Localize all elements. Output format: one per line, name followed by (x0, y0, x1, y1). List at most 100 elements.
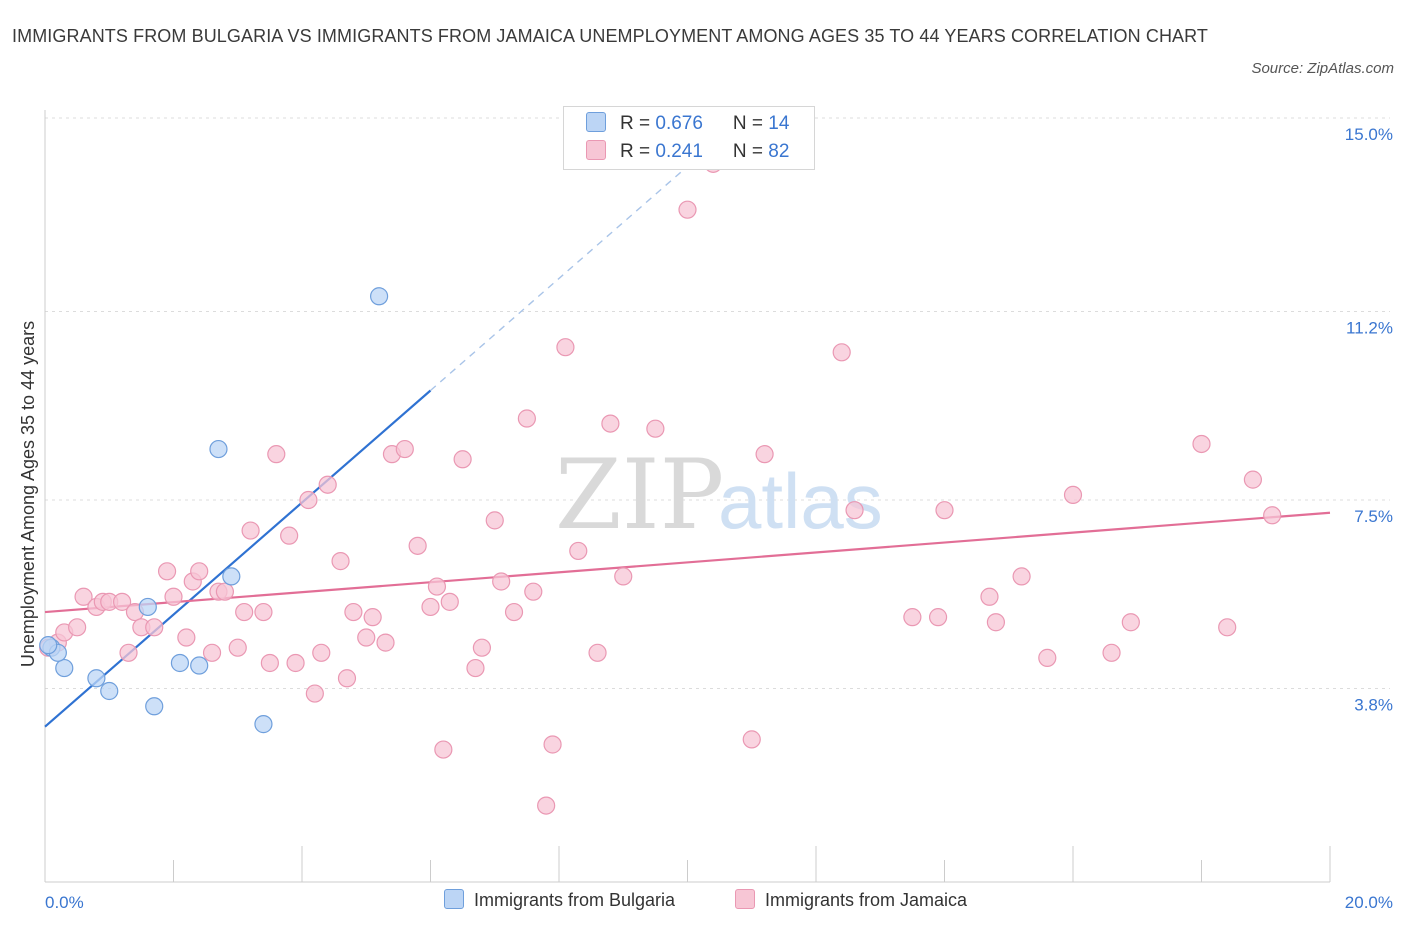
data-point-jamaica (537, 796, 556, 815)
legend: R = 0.676 N = 14 R = 0.241 N = 82 (563, 106, 815, 170)
data-point-jamaica (254, 602, 273, 622)
data-point-jamaica (980, 587, 999, 606)
x-tick-label: 0.0% (45, 893, 84, 912)
legend-row-bulgaria: R = 0.676 N = 14 (586, 112, 789, 136)
data-point-jamaica (569, 541, 588, 561)
data-point-bulgaria (254, 715, 273, 734)
grid-lines (45, 117, 1390, 689)
data-point-jamaica (1263, 506, 1282, 525)
data-point-bulgaria (209, 439, 228, 459)
bulgaria-swatch-icon (586, 112, 606, 132)
legend-n-value: 82 (768, 141, 790, 162)
jamaica-swatch-icon (586, 140, 606, 160)
data-point-jamaica (202, 643, 222, 662)
watermark-zip: ZIP (555, 439, 724, 551)
data-point-jamaica (1063, 485, 1083, 505)
bottom-legend-label: Immigrants from Jamaica (765, 890, 968, 910)
data-point-bulgaria (190, 656, 209, 675)
data-point-jamaica (267, 445, 286, 464)
data-point-jamaica (228, 638, 247, 657)
data-point-jamaica (453, 450, 472, 469)
data-point-bulgaria (39, 636, 58, 655)
legend-n-value: 14 (768, 113, 790, 134)
data-point-jamaica (485, 511, 504, 530)
data-point-bulgaria (222, 567, 241, 586)
legend-row-jamaica: R = 0.241 N = 82 (586, 140, 789, 164)
data-point-jamaica (601, 414, 620, 433)
legend-r-label: R = (620, 113, 656, 134)
data-point-jamaica (434, 740, 453, 759)
legend-n-label: N = (732, 141, 769, 162)
data-point-bulgaria (170, 653, 190, 673)
data-point-jamaica (1038, 648, 1057, 667)
y-tick-label: 15.0% (1345, 125, 1393, 144)
data-point-jamaica (504, 602, 524, 622)
data-point-jamaica (986, 613, 1006, 632)
data-point-jamaica (68, 618, 87, 637)
data-point-jamaica (145, 618, 164, 637)
bottom-legend-jamaica: Immigrants from Jamaica (735, 889, 967, 911)
data-point-jamaica (427, 577, 447, 596)
data-point-jamaica (1102, 643, 1121, 662)
data-point-bulgaria (87, 669, 106, 688)
data-point-bulgaria (100, 681, 119, 701)
watermark: ZIP atlas (555, 439, 883, 551)
tick-labels: 3.8% 7.5% 11.2% 15.0% 0.0% 20.0% (45, 125, 1393, 912)
data-point-jamaica (472, 638, 491, 657)
data-point-jamaica (845, 501, 864, 520)
trend-line-jamaica (44, 511, 1331, 614)
data-point-jamaica (344, 602, 363, 622)
data-point-jamaica (337, 669, 357, 688)
y-tick-label: 7.5% (1354, 507, 1393, 526)
y-axis-label: Unemployment Among Ages 35 to 44 years (18, 321, 38, 667)
data-point-jamaica (286, 653, 305, 673)
data-point-jamaica (678, 200, 697, 219)
y-tick-label: 3.8% (1354, 695, 1393, 714)
data-point-jamaica (646, 419, 665, 438)
data-point-jamaica (363, 608, 382, 627)
data-point-jamaica (903, 608, 922, 627)
data-point-jamaica (1243, 470, 1263, 489)
legend-n-label: N = (732, 113, 769, 134)
data-point-jamaica (177, 628, 196, 647)
data-point-jamaica (935, 501, 954, 520)
data-point-jamaica (235, 602, 254, 622)
data-point-jamaica (395, 439, 414, 459)
data-point-jamaica (331, 552, 350, 571)
data-point-jamaica (312, 643, 331, 662)
data-point-jamaica (466, 658, 485, 678)
data-point-jamaica (1121, 613, 1140, 632)
data-point-jamaica (1218, 618, 1237, 637)
data-point-jamaica (299, 490, 318, 510)
data-point-jamaica (157, 562, 177, 581)
data-point-jamaica (1012, 567, 1031, 586)
data-point-jamaica (1192, 434, 1211, 454)
data-point-jamaica (556, 338, 575, 357)
data-point-bulgaria (138, 597, 157, 617)
data-point-jamaica (614, 567, 633, 586)
legend-r-value: 0.676 (655, 113, 703, 134)
data-point-bulgaria (145, 697, 164, 716)
data-point-jamaica (421, 597, 440, 617)
data-point-jamaica (755, 445, 774, 464)
data-point-bulgaria (370, 287, 389, 306)
watermark-atlas: atlas (718, 457, 883, 545)
data-point-jamaica (318, 475, 337, 494)
data-point-jamaica (517, 409, 536, 428)
axes (44, 110, 1331, 883)
data-point-jamaica (832, 343, 851, 362)
data-point-jamaica (241, 521, 260, 540)
data-point-jamaica (524, 582, 543, 601)
legend-r-label: R = (620, 141, 656, 162)
bottom-legend-label: Immigrants from Bulgaria (474, 890, 676, 910)
data-point-jamaica (190, 562, 209, 581)
chart-title: IMMIGRANTS FROM BULGARIA VS IMMIGRANTS F… (12, 26, 1209, 46)
data-point-jamaica (588, 643, 607, 662)
data-point-bulgaria (55, 658, 74, 678)
data-point-jamaica (260, 653, 279, 673)
data-point-jamaica (74, 587, 93, 606)
data-point-jamaica (440, 592, 459, 611)
data-point-jamaica (492, 572, 511, 591)
legend-r-value: 0.241 (655, 141, 703, 162)
